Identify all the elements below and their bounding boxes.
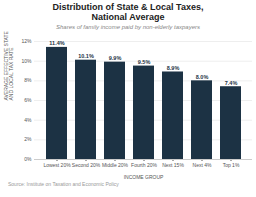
svg-text:4%: 4% <box>24 117 32 123</box>
svg-text:Fourth 20%: Fourth 20% <box>131 162 157 168</box>
html-text:Source: Institute on Taxation: Source: Institute on Taxation and Econom… <box>8 180 119 187</box>
svg-text:9.5%: 9.5% <box>138 59 151 65</box>
svg-text:AVERAGE EFFECTIVE STATEAND LOC: AVERAGE EFFECTIVE STATEAND LOCAL TAX RAT… <box>3 31 15 101</box>
svg-text:8.9%: 8.9% <box>167 65 180 71</box>
svg-text:7.4%: 7.4% <box>225 80 238 86</box>
svg-text:11.4%: 11.4% <box>49 40 64 46</box>
svg-text:Second 20%: Second 20% <box>72 162 101 168</box>
svg-text:Lowest 20%: Lowest 20% <box>43 162 71 168</box>
svg-text:Next 4%: Next 4% <box>193 162 212 168</box>
svg-text:Next 15%: Next 15% <box>162 162 184 168</box>
html-text:Shares of family income paid b: Shares of family income paid by non-elde… <box>56 23 200 30</box>
svg-text:10.1%: 10.1% <box>78 53 94 59</box>
svg-text:2%: 2% <box>24 136 32 142</box>
svg-text:8%: 8% <box>24 77 32 83</box>
svg-text:Middle 20%: Middle 20% <box>102 162 129 168</box>
svg-text:12%: 12% <box>21 38 32 44</box>
svg-text:INCOME GROUP: INCOME GROUP <box>124 173 164 179</box>
svg-text:6%: 6% <box>24 97 32 103</box>
svg-text:Top 1%: Top 1% <box>223 162 240 168</box>
svg-text:9.9%: 9.9% <box>109 55 122 61</box>
svg-text:0%: 0% <box>24 156 32 162</box>
svg-text:8.0%: 8.0% <box>196 74 209 80</box>
svg-text:10%: 10% <box>21 58 32 64</box>
html-text:Distribution of State & Local: Distribution of State & Local Taxes, Nat… <box>52 2 204 23</box>
